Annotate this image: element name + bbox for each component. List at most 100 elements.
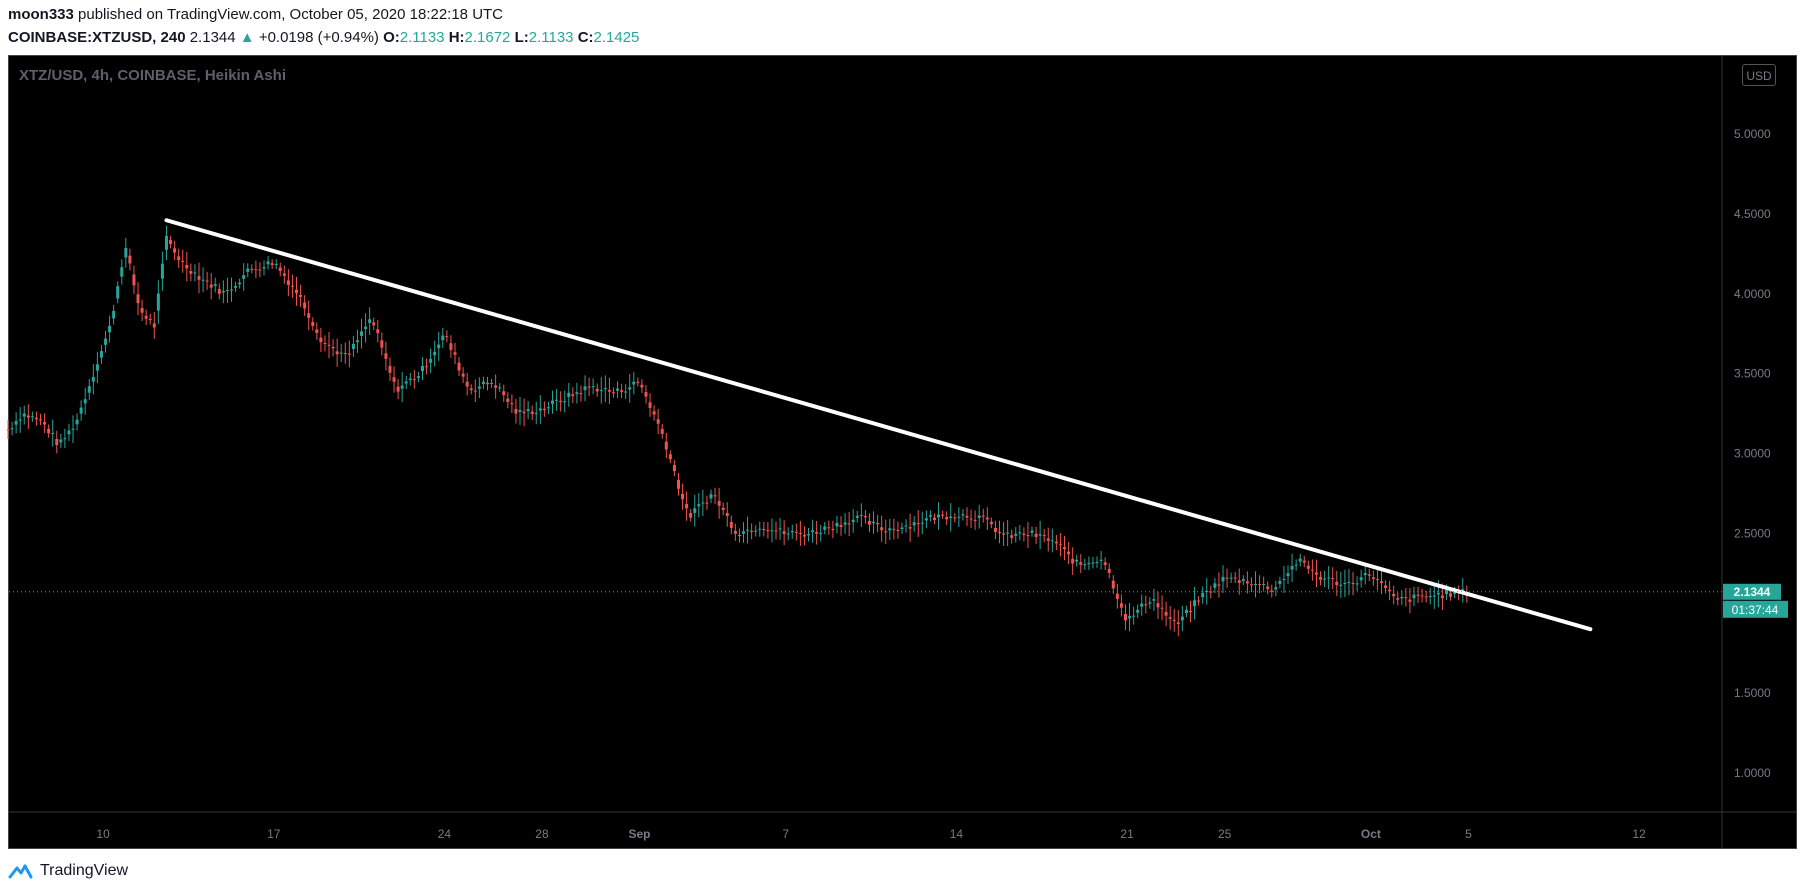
candle-body — [1258, 584, 1262, 586]
candle-body — [469, 388, 473, 391]
candle-body — [949, 516, 953, 518]
candle-body — [713, 495, 717, 497]
candle-body — [912, 522, 916, 526]
countdown-label-bg — [1723, 600, 1788, 618]
candle-body — [449, 343, 453, 350]
candle-body — [1270, 590, 1274, 592]
candle-body — [1042, 535, 1046, 537]
candle-body — [932, 517, 936, 521]
candle-body — [441, 335, 445, 341]
candle-body — [701, 502, 705, 504]
candle-body — [213, 284, 217, 286]
candle-body — [315, 329, 319, 333]
candle-body — [234, 286, 238, 288]
footer-brand[interactable]: TradingView — [8, 860, 128, 882]
candle-body — [1156, 603, 1160, 608]
candle-body — [1063, 547, 1067, 550]
candle-body — [1152, 599, 1156, 601]
candle-body — [238, 282, 242, 285]
chart-pane[interactable] — [8, 55, 1797, 849]
candle-body — [1018, 532, 1022, 534]
candle-body — [128, 255, 132, 264]
candle-body — [481, 381, 485, 385]
candle-body — [18, 419, 22, 421]
candle-body — [201, 279, 205, 281]
candle-body — [433, 351, 437, 356]
candle-body — [1071, 558, 1075, 564]
candle-body — [928, 515, 932, 517]
candle-body — [1030, 530, 1034, 533]
candle-body — [384, 353, 388, 359]
candle-body — [1046, 538, 1050, 541]
candles-group — [6, 225, 1469, 637]
candle-body — [392, 377, 396, 382]
candle-body — [855, 515, 859, 518]
candle-body — [1079, 562, 1083, 565]
candle-body — [538, 408, 542, 411]
candle-body — [563, 401, 567, 403]
candle-body — [1205, 590, 1209, 592]
candle-body — [83, 399, 87, 404]
candle-body — [278, 267, 282, 272]
candle-body — [75, 419, 79, 425]
candle-body — [794, 531, 798, 533]
candle-body — [778, 528, 782, 530]
candle-body — [1444, 590, 1448, 595]
candle-body — [1233, 577, 1237, 579]
candle-body — [380, 340, 384, 348]
symbol-ohlc-bar: COINBASE:XTZUSD, 240 2.1344 ▲ +0.0198 (+… — [8, 29, 639, 46]
candle-body — [823, 526, 827, 530]
candle-body — [307, 313, 311, 318]
candle-body — [815, 531, 819, 534]
candle-body — [571, 394, 575, 396]
candle-body — [1392, 593, 1396, 597]
candle-body — [1282, 579, 1286, 581]
candle-body — [1286, 573, 1290, 577]
candle-body — [242, 275, 246, 279]
candle-body — [1461, 589, 1465, 592]
candle-body — [1436, 592, 1440, 595]
candle-body — [802, 535, 806, 537]
candle-body — [1254, 583, 1258, 585]
candle-body — [1217, 584, 1221, 586]
candle-body — [429, 358, 433, 363]
last-price-label: 2.1344 — [1734, 585, 1771, 599]
candle-body — [197, 276, 201, 280]
candle-body — [510, 403, 514, 405]
candle-body — [1144, 604, 1148, 606]
candle-body — [34, 417, 38, 420]
x-tick-label: 7 — [782, 827, 789, 841]
candle-body — [965, 515, 969, 518]
candle-body — [1363, 573, 1367, 576]
candle-body — [705, 502, 709, 504]
candle-body — [904, 525, 908, 527]
candle-body — [1075, 559, 1079, 562]
candle-body — [250, 268, 254, 270]
candle-body — [611, 392, 615, 394]
currency-button[interactable]: USD — [1742, 64, 1776, 86]
candle-body — [660, 428, 664, 434]
candle-body — [559, 400, 563, 402]
candle-body — [884, 531, 888, 533]
candle-body — [672, 465, 676, 472]
candle-body — [1351, 582, 1355, 585]
y-tick-label: 3.0000 — [1734, 447, 1771, 461]
candle-body — [148, 319, 152, 321]
candle-body — [63, 438, 67, 440]
candle-body — [1412, 594, 1416, 599]
author-name[interactable]: moon333 — [8, 6, 74, 23]
candle-body — [104, 338, 108, 345]
candle-body — [1067, 551, 1071, 555]
candle-body — [892, 528, 896, 530]
candle-body — [262, 267, 266, 269]
candle-body — [1245, 581, 1249, 584]
close-value: 2.1425 — [593, 29, 640, 46]
candle-body — [843, 522, 847, 525]
close-label: C: — [577, 29, 594, 46]
candle-body — [164, 235, 168, 250]
candle-body — [1290, 565, 1294, 570]
candle-body — [628, 387, 632, 390]
candle-body — [782, 531, 786, 534]
candle-body — [709, 494, 713, 499]
